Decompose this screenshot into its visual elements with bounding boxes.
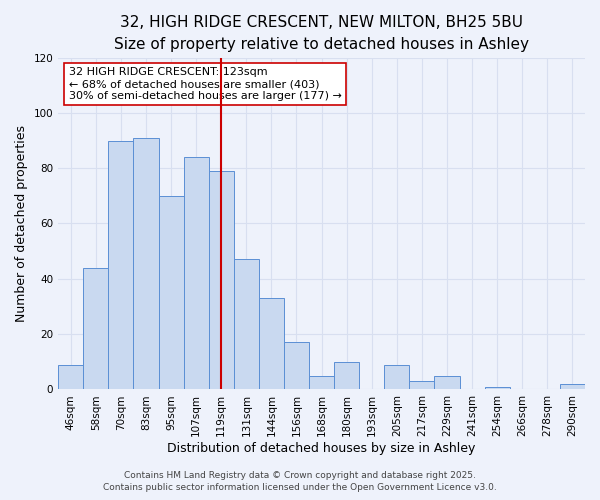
Text: 32 HIGH RIDGE CRESCENT: 123sqm
← 68% of detached houses are smaller (403)
30% of: 32 HIGH RIDGE CRESCENT: 123sqm ← 68% of … [69,68,341,100]
Bar [385,364,409,390]
Bar [560,384,585,390]
Title: 32, HIGH RIDGE CRESCENT, NEW MILTON, BH25 5BU
Size of property relative to detac: 32, HIGH RIDGE CRESCENT, NEW MILTON, BH2… [114,15,529,52]
Bar [133,138,158,390]
Bar [58,364,83,390]
Bar [83,268,109,390]
Bar [259,298,284,390]
X-axis label: Distribution of detached houses by size in Ashley: Distribution of detached houses by size … [167,442,476,455]
Bar [284,342,309,390]
Bar [234,260,259,390]
Bar [184,157,209,390]
Bar [485,386,510,390]
Bar [334,362,359,390]
Y-axis label: Number of detached properties: Number of detached properties [15,125,28,322]
Bar [209,171,234,390]
Bar [434,376,460,390]
Text: Contains HM Land Registry data © Crown copyright and database right 2025.
Contai: Contains HM Land Registry data © Crown c… [103,471,497,492]
Bar [309,376,334,390]
Bar [158,196,184,390]
Bar [409,381,434,390]
Bar [109,140,133,390]
